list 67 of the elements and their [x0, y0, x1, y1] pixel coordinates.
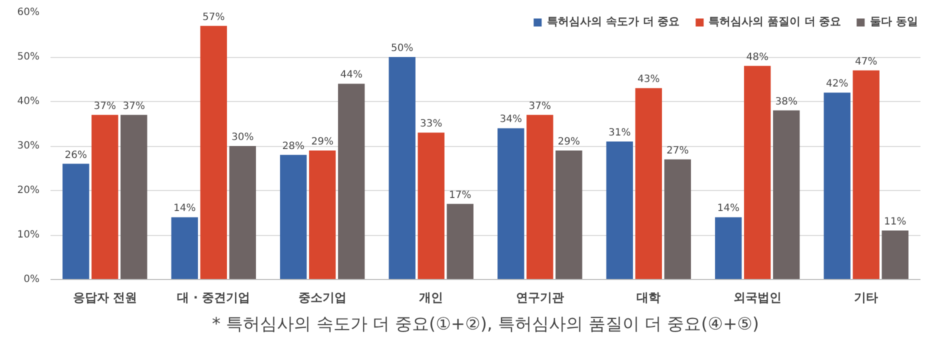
- bar: [744, 66, 771, 280]
- y-tick-label: 30%: [17, 140, 40, 152]
- bar: [773, 110, 800, 280]
- data-label: 37%: [528, 100, 551, 112]
- data-label: 50%: [391, 43, 414, 54]
- bar: [664, 159, 691, 280]
- bar: [62, 164, 90, 280]
- bar: [635, 88, 662, 280]
- data-label: 29%: [558, 136, 580, 148]
- data-label: 11%: [884, 216, 906, 228]
- x-tick-label: 외국법인: [733, 290, 782, 304]
- data-label: 26%: [64, 150, 87, 161]
- bar: [606, 142, 633, 280]
- bar: [715, 217, 742, 280]
- x-tick-label: 대학: [636, 290, 661, 304]
- bar: [120, 114, 148, 280]
- bar: [882, 230, 908, 280]
- y-tick-label: 20%: [17, 185, 40, 196]
- data-label: 30%: [232, 132, 254, 143]
- data-label: 33%: [420, 118, 442, 130]
- x-tick-label: 개인: [419, 290, 444, 304]
- bar: [200, 26, 227, 280]
- data-label: 48%: [746, 52, 768, 63]
- bar: [556, 150, 582, 280]
- bar: [824, 92, 850, 280]
- data-label: 57%: [202, 12, 225, 23]
- bar: [280, 154, 307, 280]
- data-label: 37%: [94, 100, 116, 112]
- data-label: 47%: [855, 56, 878, 68]
- data-label: 28%: [282, 140, 304, 152]
- legend-label: 특허심사의 속도가 더 중요: [547, 14, 680, 29]
- x-tick-label: 응답자 전원: [72, 290, 137, 304]
- bar: [852, 70, 880, 280]
- data-label: 43%: [638, 74, 660, 86]
- data-label: 38%: [775, 96, 798, 108]
- bar: [526, 114, 554, 280]
- data-label: 34%: [500, 114, 522, 126]
- data-label: 14%: [174, 203, 196, 214]
- y-tick-label: 50%: [17, 52, 40, 62]
- y-tick-label: 10%: [17, 230, 40, 240]
- x-tick-label: 대 · 중견기업: [177, 290, 250, 304]
- y-tick-label: 40%: [17, 96, 40, 107]
- data-label: 14%: [717, 203, 740, 214]
- data-label: 17%: [449, 190, 472, 201]
- bar: [171, 217, 198, 280]
- bar: [338, 84, 365, 280]
- bar: [498, 128, 524, 280]
- data-label: 37%: [122, 100, 145, 112]
- legend-label: 둘다 동일: [870, 14, 918, 29]
- y-tick-label: 0%: [24, 274, 40, 285]
- text: * 특허심사의 속도가 더 중요(①+②), 특허심사의 품질이 더 중요(④+⑤): [212, 314, 760, 334]
- bar: [446, 204, 474, 280]
- bar: [92, 114, 118, 280]
- x-tick-label: 기타: [854, 290, 878, 304]
- data-label: 42%: [826, 78, 848, 90]
- data-label: 31%: [608, 128, 631, 139]
- x-tick-label: 중소기업: [298, 290, 346, 304]
- data-label: 44%: [340, 70, 362, 81]
- data-label: 27%: [666, 145, 689, 156]
- y-tick-label: 60%: [17, 7, 40, 18]
- bar: [418, 132, 444, 280]
- bar: [388, 57, 416, 280]
- legend-label: 특허심사의 품질이 더 중요: [708, 14, 842, 29]
- bar: [309, 150, 336, 280]
- data-label: 29%: [311, 136, 334, 148]
- x-tick-label: 연구기관: [516, 290, 564, 304]
- bar: [229, 146, 256, 280]
